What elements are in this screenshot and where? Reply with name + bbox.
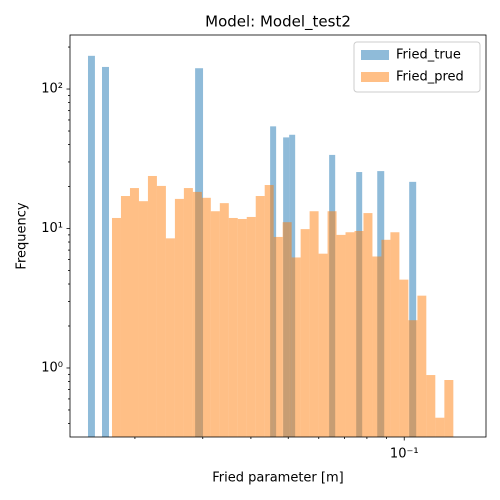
histogram-bar xyxy=(435,417,445,437)
histogram-bar xyxy=(192,191,202,437)
histogram-bar xyxy=(87,55,95,437)
histogram-bar xyxy=(237,218,247,437)
histogram-bar xyxy=(300,229,310,437)
x-axis-label: Fried parameter [m] xyxy=(212,471,343,486)
histogram-bar xyxy=(111,217,121,437)
histogram-bar xyxy=(354,230,364,437)
histogram-bar xyxy=(318,253,328,437)
histogram-bar xyxy=(336,234,346,437)
legend-label: Fried_true xyxy=(396,48,461,63)
histogram-bar xyxy=(219,203,229,437)
histogram-bar xyxy=(102,66,109,438)
histogram-bar xyxy=(273,236,283,437)
x-tick-label: 10⁻¹ xyxy=(390,447,419,462)
y-tick-label: 10¹ xyxy=(41,221,63,236)
histogram-bar xyxy=(228,217,238,437)
histogram-bar xyxy=(327,211,337,437)
histogram-bar xyxy=(417,295,427,437)
histogram-bar xyxy=(201,197,211,437)
histogram-bar xyxy=(409,181,417,437)
histogram-bar xyxy=(408,320,418,437)
histogram-bar xyxy=(426,375,436,437)
legend-swatch xyxy=(361,72,389,82)
histogram-bar xyxy=(390,232,400,437)
y-axis-label: Frequency xyxy=(15,202,30,269)
legend: Fried_true Fried_pred xyxy=(353,41,481,93)
chart-title: Model: Model_test2 xyxy=(205,13,351,32)
histogram-bar xyxy=(174,198,184,437)
histogram-bar xyxy=(183,188,193,437)
histogram-bar xyxy=(282,222,292,437)
histogram-bar xyxy=(120,196,130,437)
plot-frame xyxy=(69,34,487,438)
histogram-bar xyxy=(399,279,409,437)
histogram-bar xyxy=(309,211,319,437)
histogram-bar xyxy=(165,238,175,437)
legend-swatch xyxy=(361,50,389,60)
histogram-bar xyxy=(255,196,265,437)
histogram-bar xyxy=(147,175,157,438)
y-tick-label: 10² xyxy=(41,82,63,97)
histogram-bar xyxy=(291,257,301,437)
histogram-bar xyxy=(156,185,166,437)
y-tick-label: 10⁰ xyxy=(41,360,63,375)
histogram-bar xyxy=(246,216,256,437)
histogram-bar xyxy=(381,239,391,437)
histogram-bar xyxy=(264,185,274,437)
histogram-bar xyxy=(138,201,148,437)
histogram-bar xyxy=(372,256,382,437)
histogram-bar xyxy=(129,188,139,437)
legend-label: Fried_pred xyxy=(396,70,464,85)
histogram-bar xyxy=(444,380,454,437)
histogram-bar xyxy=(345,232,355,437)
histogram-bar xyxy=(210,211,220,437)
histogram-bar xyxy=(363,213,373,437)
